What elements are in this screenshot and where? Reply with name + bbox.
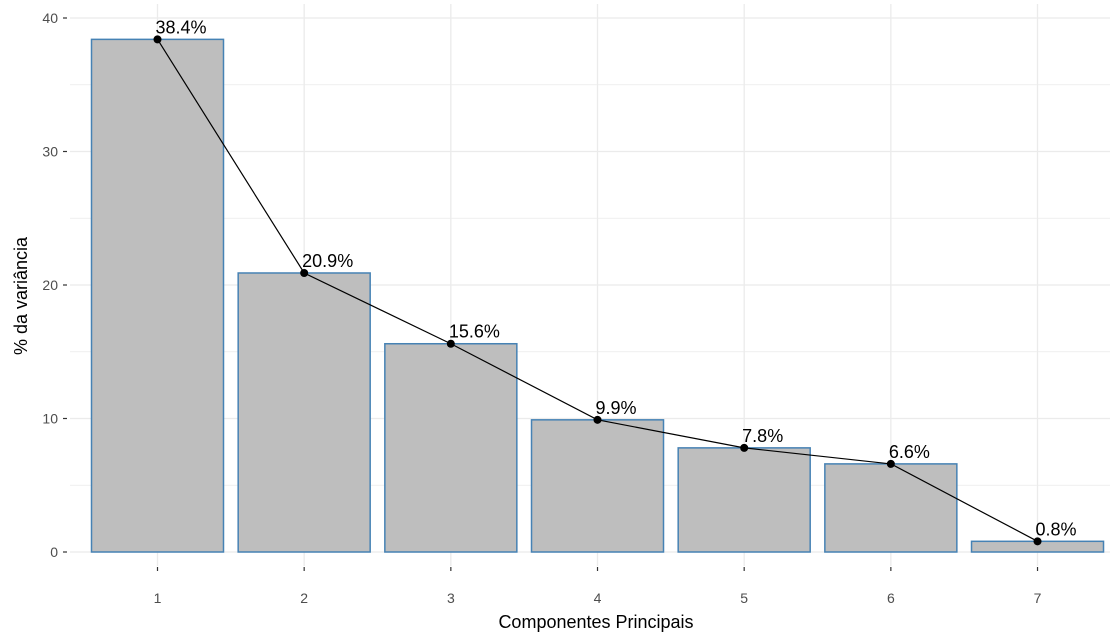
bar-6: [824, 463, 958, 553]
x-tick-label: 3: [447, 590, 455, 606]
x-tick-label: 6: [887, 590, 895, 606]
x-tick-label: 7: [1034, 590, 1042, 606]
bar-4: [530, 419, 665, 553]
data-label-1: 38.4%: [156, 17, 207, 37]
y-axis-title: % da variância: [11, 236, 31, 355]
data-labels: 38.4% 20.9% 15.6% 9.9% 7.8% 6.6% 0.8%: [156, 17, 1077, 539]
x-tick-label: 1: [154, 590, 162, 606]
point-6: [886, 459, 895, 468]
x-axis: 1 2 3 4 5 6 7: [154, 567, 1042, 606]
x-tick-label: 2: [300, 590, 308, 606]
data-label-6: 6.6%: [889, 442, 930, 462]
bar-5: [677, 447, 811, 553]
data-label-7: 0.8%: [1036, 519, 1077, 539]
point-2: [300, 268, 309, 277]
y-tick-label: 30: [42, 144, 58, 160]
point-7: [1033, 537, 1042, 546]
points: [153, 35, 1042, 546]
x-tick-label: 5: [740, 590, 748, 606]
x-tick-label: 4: [594, 590, 602, 606]
data-label-3: 15.6%: [449, 322, 500, 342]
y-tick-label: 20: [42, 277, 58, 293]
point-1: [153, 35, 162, 44]
y-tick-label: 0: [50, 544, 58, 560]
x-axis-title: Componentes Principais: [498, 612, 693, 632]
point-5: [740, 443, 749, 452]
point-4: [593, 415, 602, 424]
data-label-2: 20.9%: [302, 251, 353, 271]
data-label-5: 7.8%: [742, 426, 783, 446]
bar-3: [384, 342, 518, 553]
point-3: [446, 339, 455, 348]
bar-2: [237, 272, 371, 553]
bar-1: [90, 38, 225, 553]
y-axis: 0 10 20 30 40: [42, 10, 67, 560]
y-tick-label: 40: [42, 10, 58, 26]
y-tick-label: 10: [42, 411, 58, 427]
bars: [90, 38, 1105, 553]
data-label-4: 9.9%: [596, 398, 637, 418]
